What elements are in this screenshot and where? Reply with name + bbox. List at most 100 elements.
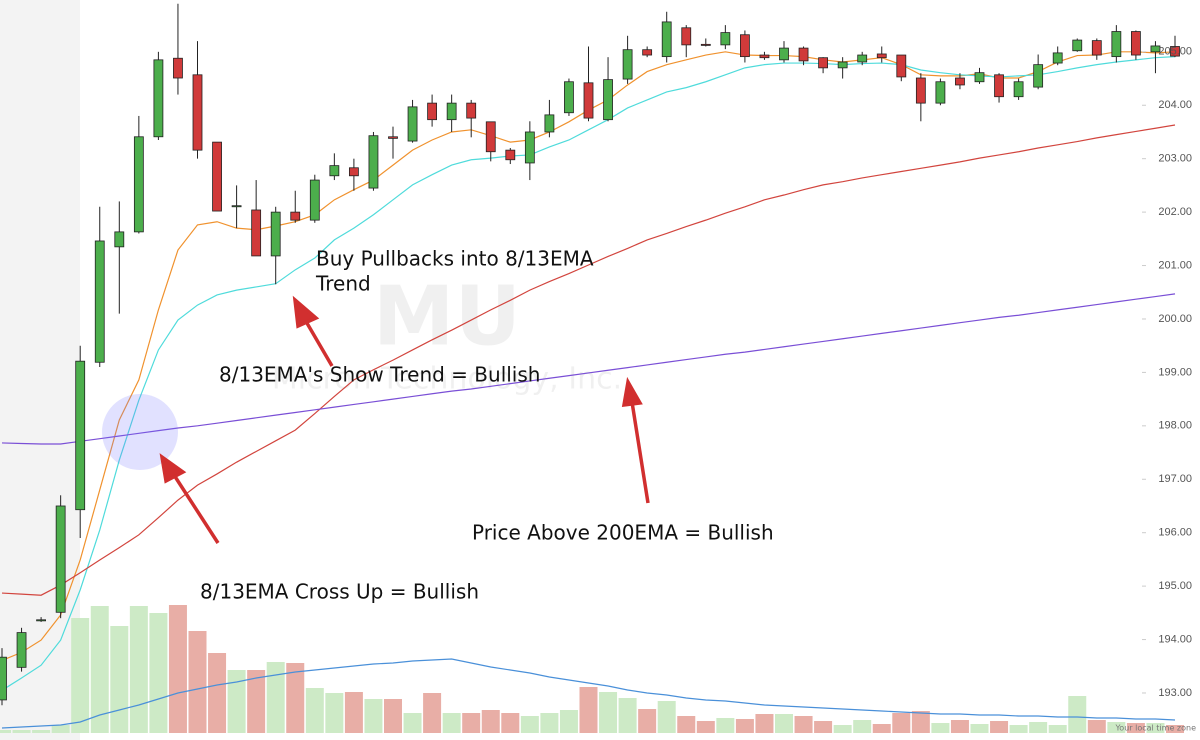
volume-bar bbox=[1126, 723, 1145, 733]
volume-bar bbox=[618, 698, 637, 733]
volume-bar bbox=[1146, 723, 1165, 733]
candle-body bbox=[153, 59, 164, 138]
candle-body bbox=[1052, 52, 1063, 64]
candle-body bbox=[622, 49, 633, 80]
annotation: Trend bbox=[315, 272, 371, 296]
volume-bar bbox=[266, 662, 285, 733]
volume-bar bbox=[110, 626, 129, 733]
volume-bar bbox=[501, 713, 520, 733]
candle-body bbox=[740, 34, 750, 58]
volume-bar bbox=[1166, 725, 1184, 733]
candle-body bbox=[603, 79, 613, 121]
volume-bar bbox=[775, 714, 793, 733]
candle-body bbox=[915, 77, 926, 104]
candle-body bbox=[759, 54, 770, 59]
y-tick-label: 202.00 bbox=[1158, 206, 1192, 218]
candle-body bbox=[388, 136, 398, 139]
annotation: 8/13EMA's Show Trend = Bullish bbox=[219, 363, 540, 387]
candle-body bbox=[368, 135, 379, 189]
candle-body bbox=[36, 619, 46, 622]
volume-bar bbox=[950, 720, 969, 733]
y-tick-label: 199.00 bbox=[1158, 366, 1192, 378]
candle-body bbox=[505, 149, 516, 161]
watermark-subtitle: Micron Technology, Inc. bbox=[272, 362, 622, 397]
volume-bar bbox=[559, 710, 578, 733]
candle-body bbox=[818, 57, 828, 69]
volume-bar bbox=[325, 693, 344, 733]
volume-bar bbox=[814, 721, 833, 733]
candle-body bbox=[348, 167, 359, 177]
candle-body bbox=[427, 102, 438, 121]
volume-bar bbox=[384, 699, 402, 733]
volume-bar bbox=[1029, 722, 1048, 733]
volume-bar bbox=[227, 670, 246, 733]
candle-body bbox=[309, 179, 320, 221]
y-tick-label: 198.00 bbox=[1158, 420, 1192, 432]
candle-body bbox=[955, 77, 965, 86]
candle-body bbox=[1091, 40, 1102, 56]
candle-body bbox=[1170, 46, 1180, 57]
candle-body bbox=[661, 21, 672, 58]
y-tick-label: 197.00 bbox=[1158, 473, 1192, 485]
volume-bar bbox=[286, 663, 305, 733]
arrow bbox=[630, 401, 650, 504]
y-tick-label: 196.00 bbox=[1158, 527, 1192, 539]
volume-bar bbox=[677, 716, 696, 733]
candle-body bbox=[407, 106, 418, 142]
volume-bar bbox=[247, 670, 266, 733]
candle-body bbox=[212, 141, 222, 212]
annotation: Price Above 200EMA = Bullish bbox=[472, 521, 774, 545]
candle-body bbox=[896, 54, 907, 78]
arrow bbox=[172, 474, 220, 544]
volume-bar bbox=[442, 713, 461, 733]
volume-bar bbox=[12, 730, 31, 733]
volume-bar bbox=[1048, 725, 1067, 733]
candle-body bbox=[231, 205, 242, 208]
candle-body bbox=[446, 102, 457, 121]
volume-bar bbox=[71, 618, 90, 733]
y-tick-label: 205.00 bbox=[1158, 46, 1192, 58]
volume-bar bbox=[364, 699, 383, 733]
candle-body bbox=[329, 165, 340, 177]
y-tick-label: 195.00 bbox=[1158, 580, 1192, 592]
volume-bar bbox=[872, 724, 891, 733]
volume-bar bbox=[599, 692, 618, 733]
volume-bar bbox=[188, 631, 207, 733]
ema-line bbox=[1, 124, 1176, 596]
volume-bar bbox=[638, 709, 657, 733]
volume-bar bbox=[1068, 696, 1087, 733]
candle-body bbox=[0, 656, 7, 701]
cross-highlight bbox=[102, 394, 178, 470]
volume-bar bbox=[0, 730, 11, 733]
candle-body bbox=[974, 72, 985, 83]
y-tick-label: 200.00 bbox=[1158, 313, 1192, 325]
volume-bar bbox=[462, 713, 481, 733]
candle-body bbox=[935, 81, 946, 104]
candle-body bbox=[55, 505, 66, 613]
arrow-head bbox=[292, 295, 320, 329]
watermark: MU bbox=[373, 269, 521, 364]
candle-body bbox=[114, 231, 125, 248]
candle-body bbox=[544, 114, 555, 133]
y-axis: 193.00 194.00 195.00 196.00 197.00 198.00 199.… bbox=[1142, 46, 1192, 699]
y-tick-label: 201.00 bbox=[1158, 259, 1192, 271]
pre-session-shade bbox=[0, 0, 80, 740]
volume-bar bbox=[833, 725, 852, 733]
volume-bar bbox=[1009, 725, 1028, 733]
y-tick-label: 203.00 bbox=[1158, 153, 1192, 165]
candle-body bbox=[700, 43, 711, 46]
candle-body bbox=[779, 47, 789, 61]
volume-bar bbox=[970, 724, 989, 733]
candle-body bbox=[1033, 64, 1044, 88]
candle-body bbox=[173, 57, 183, 79]
volume-bar bbox=[423, 693, 442, 733]
volume-bar bbox=[208, 653, 227, 733]
candle-body bbox=[1013, 81, 1024, 98]
candle-body bbox=[466, 102, 477, 119]
candle-body bbox=[192, 74, 203, 151]
candle-body bbox=[485, 121, 496, 153]
y-tick-label: 194.00 bbox=[1158, 633, 1192, 645]
volume-bar bbox=[755, 714, 774, 733]
candle-body bbox=[876, 53, 887, 59]
